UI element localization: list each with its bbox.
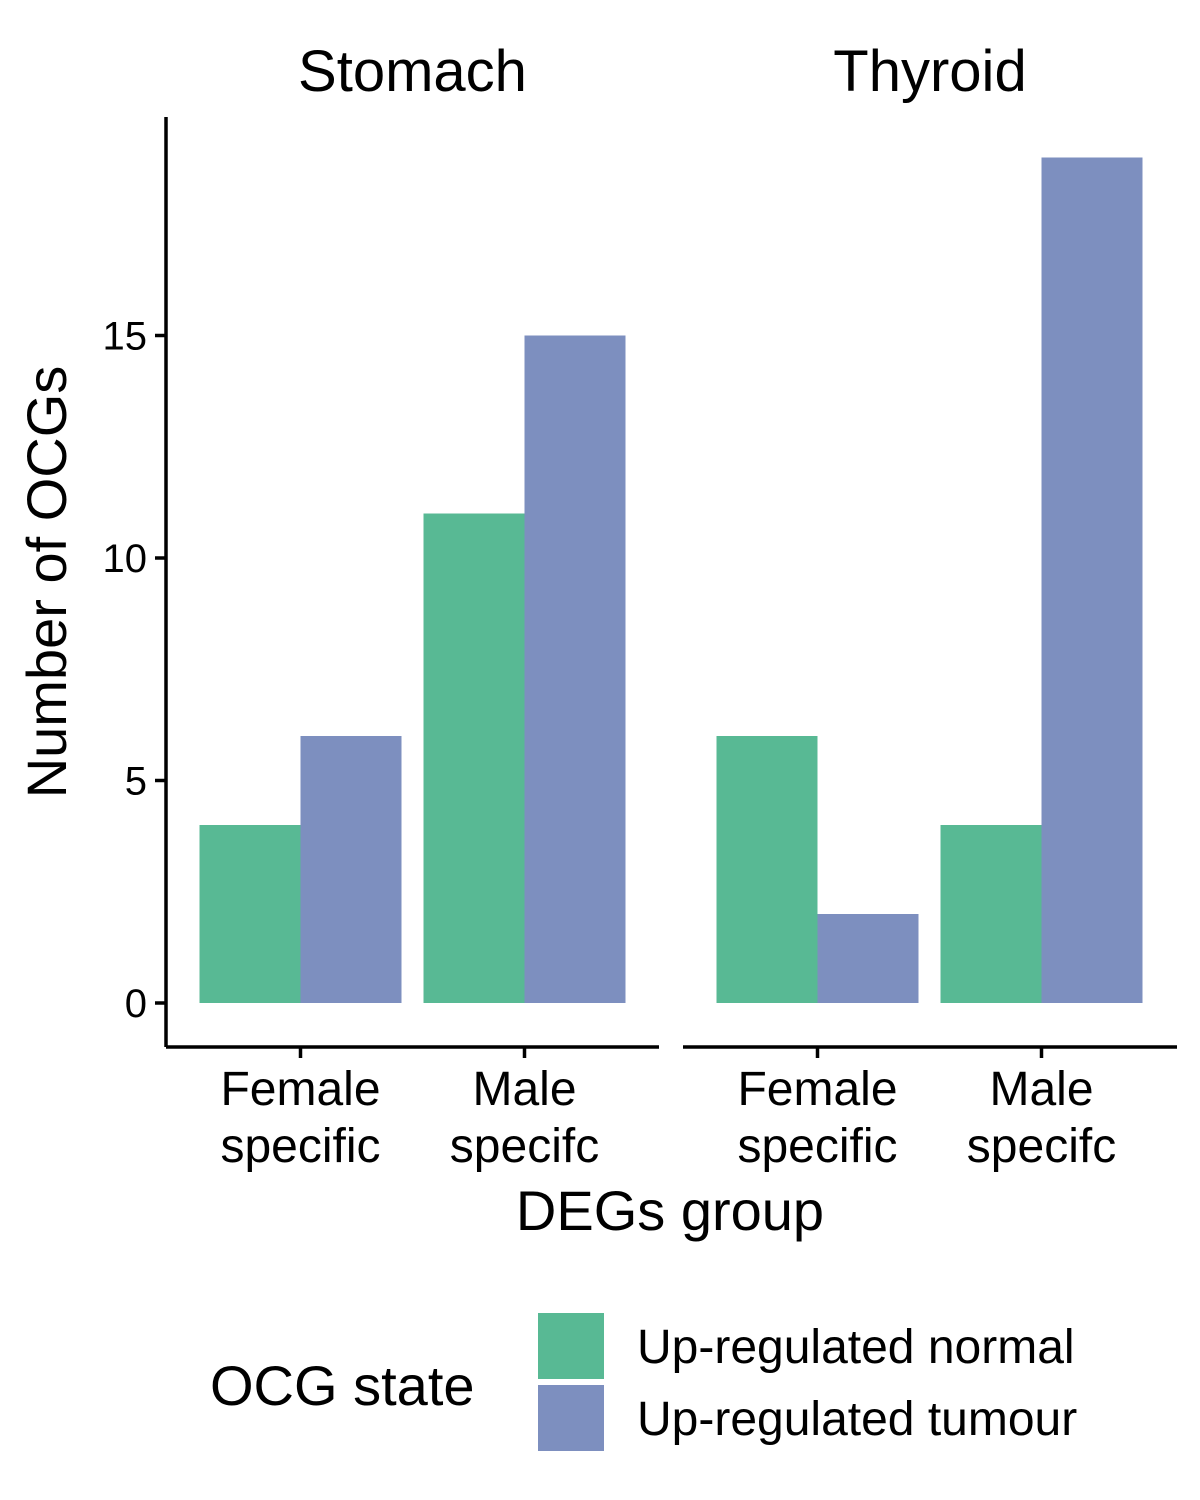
y-axis: 0 5 10 15 xyxy=(103,117,168,1047)
x-tick-label: specifc xyxy=(450,1120,599,1173)
x-axes: FemalespecificMalespecifcFemalespecificM… xyxy=(166,1045,1177,1173)
x-tick-label: specifc xyxy=(967,1120,1116,1173)
bar xyxy=(199,825,301,1003)
legend-label: Up-regulated normal xyxy=(637,1321,1075,1374)
y-tick-label: 10 xyxy=(103,537,148,581)
bar xyxy=(524,335,626,1003)
y-tick-label: 15 xyxy=(103,315,148,359)
x-tick-label: Male xyxy=(472,1063,576,1116)
facet-title: Thyroid xyxy=(833,39,1026,104)
x-tick-label: specific xyxy=(220,1120,380,1173)
legend-swatch xyxy=(538,1385,604,1451)
x-tick-label: specific xyxy=(737,1120,897,1173)
legend-swatch xyxy=(538,1313,604,1379)
facet-panel xyxy=(716,157,1143,1003)
legend-title: OCG state xyxy=(210,1354,475,1417)
legend-label: Up-regulated tumour xyxy=(637,1393,1077,1446)
y-tick-label: 0 xyxy=(125,982,147,1026)
chart-panels xyxy=(199,157,1143,1003)
x-tick-label: Female xyxy=(220,1063,380,1116)
x-tick-label: Female xyxy=(737,1063,897,1116)
x-axis-title: DEGs group xyxy=(516,1179,824,1242)
x-tick-label: Male xyxy=(989,1063,1093,1116)
bar xyxy=(940,825,1042,1003)
bar xyxy=(716,736,818,1003)
legend: OCG state Up-regulated normal Up-regulate… xyxy=(210,1313,1077,1451)
bar xyxy=(300,736,402,1003)
bar xyxy=(1041,157,1143,1003)
y-axis-title: Number of OCGs xyxy=(15,366,78,799)
facet-titles: Stomach Thyroid xyxy=(298,39,1027,104)
bar xyxy=(423,513,525,1003)
facet-panel xyxy=(199,335,626,1003)
facet-title: Stomach xyxy=(298,39,527,104)
bar xyxy=(817,914,919,1003)
y-tick-label: 5 xyxy=(125,760,147,804)
